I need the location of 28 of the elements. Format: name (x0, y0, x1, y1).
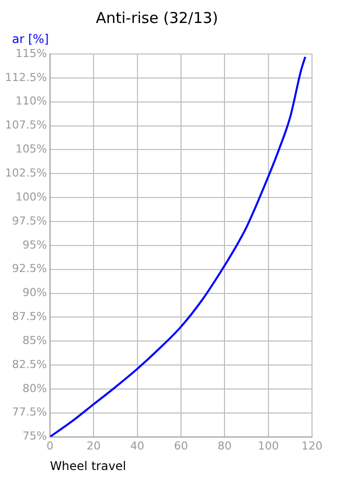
y-tick-label: 110% (15, 94, 47, 108)
y-tick-label: 75% (22, 430, 47, 443)
x-tick-label: 0 (46, 439, 54, 452)
y-tick-label: 100% (15, 190, 47, 204)
y-tick-label: 115% (15, 46, 47, 60)
x-tick-label: 20 (86, 439, 101, 452)
y-tick-label: 77.5% (12, 406, 47, 419)
x-tick-label: 80 (218, 439, 232, 452)
y-tick-label: 80% (22, 382, 47, 395)
y-tick-label: 97.5% (12, 214, 47, 228)
y-tick-label: 92.5% (12, 262, 47, 276)
chart-title: Anti-rise (32/13) (96, 8, 218, 27)
y-tick-label: 85% (22, 334, 47, 347)
x-axis-title: Wheel travel (50, 458, 126, 473)
y-axis-title: ar [%] (12, 32, 49, 46)
y-tick-label: 82.5% (12, 358, 47, 371)
y-tick-label: 90% (22, 286, 47, 300)
y-tick-label: 102.5% (4, 166, 47, 180)
y-tick-label: 107.5% (4, 118, 47, 132)
y-tick-label: 87.5% (12, 310, 47, 324)
line-series (50, 56, 306, 437)
x-tick-label: 120 (302, 439, 322, 452)
y-tick-label: 105% (15, 142, 47, 156)
y-tick-label: 112.5% (4, 70, 47, 84)
y-tick-label: 95% (22, 238, 47, 252)
x-tick-label: 100 (258, 439, 279, 452)
x-tick-label: 60 (174, 439, 188, 452)
x-tick-label: 40 (130, 439, 144, 452)
